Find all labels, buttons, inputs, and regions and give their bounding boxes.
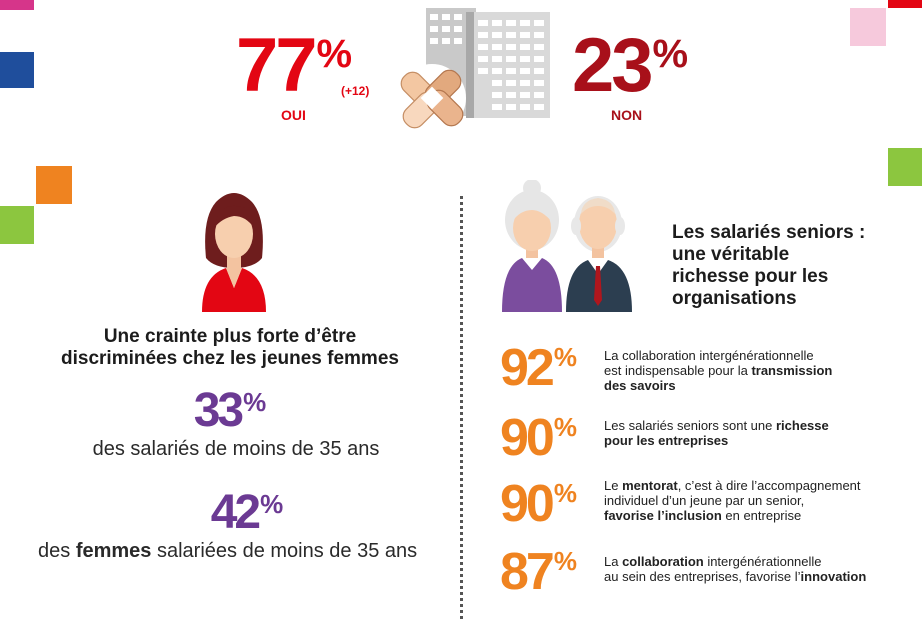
senior-stat-92-value: 92% (500, 339, 577, 397)
right-heading-line4: organisations (672, 288, 797, 309)
joined-hands-icon (398, 64, 466, 132)
senior-stat-90a: 90% Les salariés seniors sont une riches… (500, 412, 900, 472)
stat-33-label: des salariés de moins de 35 ans (92, 438, 380, 460)
left-heading: Une crainte plus forte d’être discriminé… (0, 326, 460, 370)
senior-stat-92-text: La collaboration intergénérationnelle es… (604, 348, 833, 393)
left-heading-line2: discriminées chez les jeunes femmes (61, 348, 399, 369)
senior-man-icon (566, 196, 632, 312)
decor-square-magenta (0, 0, 34, 10)
building-icon (426, 8, 550, 118)
senior-stat-90a-value: 90% (500, 409, 577, 467)
senior-stat-90a-text: Les salariés seniors sont une richesse p… (604, 418, 829, 448)
right-heading-line3: richesse pour les (672, 266, 829, 287)
stat-33-value: 33% (193, 384, 267, 437)
senior-couple-illustration (502, 180, 632, 312)
no-percentage: 23% (572, 23, 689, 108)
senior-stat-87-text: La collaboration intergénérationnelle au… (604, 554, 867, 584)
senior-stat-90b-text: Le mentorat, c’est à dire l’accompagneme… (604, 478, 861, 523)
senior-stat-87: 87% La collaboration intergénérationnell… (500, 546, 900, 606)
senior-stat-90b-value: 90% (500, 475, 577, 533)
right-heading-line1: Les salariés seniors : (672, 222, 866, 243)
decor-square-green-right (888, 148, 922, 186)
senior-woman-icon (502, 180, 562, 312)
yes-percentage: 77% (236, 23, 353, 108)
decor-square-orange (36, 166, 72, 204)
left-heading-line1: Une crainte plus forte d’être (103, 326, 357, 347)
senior-stat-87-value: 87% (500, 543, 577, 601)
yes-delta: (+12) (341, 84, 370, 98)
young-woman-illustration (202, 193, 266, 312)
yes-label: OUI (281, 107, 306, 123)
right-heading: Les salariés seniors : une véritable ric… (672, 222, 865, 310)
decor-square-green-left (0, 206, 34, 244)
senior-stat-92: 92% La collaboration intergénérationnell… (500, 342, 900, 402)
stat-42-label: des femmes salariées de moins de 35 ans (38, 540, 418, 562)
decor-square-blue (0, 52, 34, 88)
dotted-divider (460, 196, 463, 619)
senior-stat-90b: 90% Le mentorat, c’est à dire l’accompag… (500, 478, 900, 538)
decor-square-red (888, 0, 922, 8)
building-hands-illustration (398, 8, 550, 132)
right-heading-line2: une véritable (672, 244, 790, 265)
decor-square-pink (850, 8, 886, 46)
no-label: NON (611, 107, 643, 123)
stat-42-value: 42% (210, 486, 284, 539)
